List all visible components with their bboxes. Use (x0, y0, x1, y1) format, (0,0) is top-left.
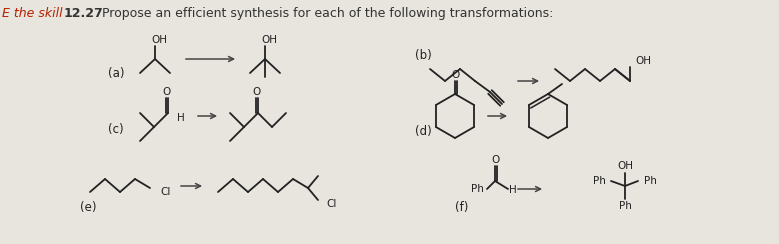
Text: OH: OH (261, 35, 277, 45)
Text: OH: OH (617, 161, 633, 171)
Text: Ph: Ph (593, 176, 605, 186)
Text: O: O (452, 70, 460, 80)
Text: H: H (177, 113, 185, 123)
Text: O: O (163, 87, 171, 97)
Text: O: O (253, 87, 261, 97)
Text: (c): (c) (108, 122, 124, 135)
Text: O: O (492, 155, 500, 165)
Text: OH: OH (151, 35, 167, 45)
Text: OH: OH (635, 56, 651, 66)
Text: (b): (b) (415, 50, 432, 62)
Text: E the skill: E the skill (2, 7, 62, 20)
Text: Cl: Cl (326, 199, 337, 209)
Text: Ph: Ph (471, 184, 484, 194)
Text: (d): (d) (415, 125, 432, 139)
Text: (a): (a) (108, 68, 125, 81)
Text: Ph: Ph (643, 176, 657, 186)
Text: Cl: Cl (160, 187, 171, 197)
Text: Propose an efficient synthesis for each of the following transformations:: Propose an efficient synthesis for each … (102, 7, 553, 20)
Text: (e): (e) (80, 201, 97, 214)
Text: Ph: Ph (619, 201, 632, 211)
Text: (f): (f) (455, 201, 468, 214)
Text: H: H (509, 185, 517, 195)
Text: 12.27: 12.27 (64, 7, 104, 20)
